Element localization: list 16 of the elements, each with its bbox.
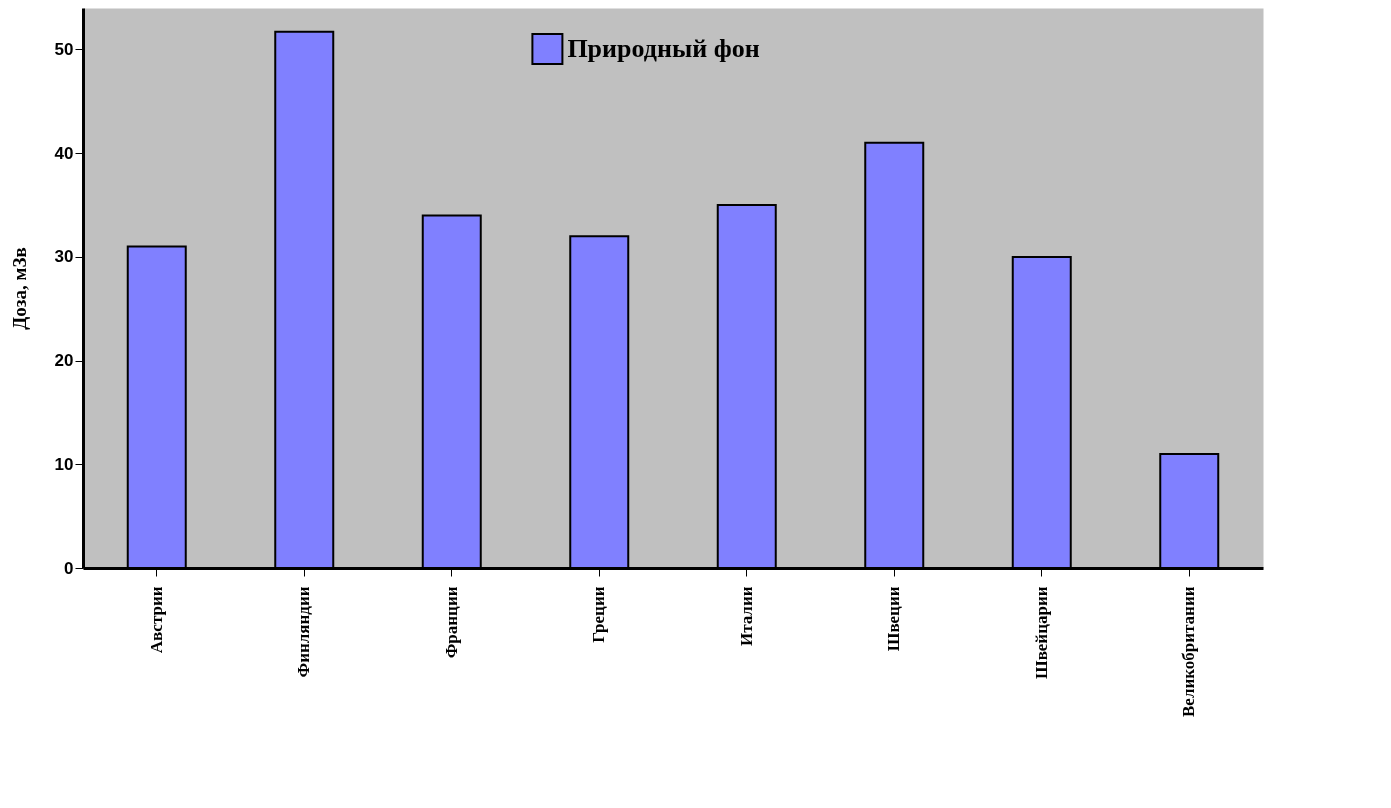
y-tick-label: 40 [54, 143, 74, 163]
x-tick-label: Швейцарии [1031, 586, 1051, 680]
x-tick-label: Франции [441, 586, 461, 659]
legend-label: Природный фон [567, 34, 760, 63]
x-tick-label: Греции [589, 586, 609, 643]
x-tick-label: Великобритании [1179, 586, 1199, 717]
y-tick-label: 20 [54, 351, 74, 371]
x-tick-label: Финляндии [294, 586, 314, 678]
y-tick-label: 10 [54, 454, 74, 474]
y-tick-label: 0 [64, 558, 74, 578]
x-tick-label: Швеции [884, 586, 904, 652]
y-tick-label: 30 [54, 247, 74, 267]
x-tick-label: Австрии [146, 586, 166, 654]
x-tick-label: Италии [736, 586, 756, 647]
y-axis-title: Доза, мЗв [8, 247, 30, 330]
y-tick-label: 50 [54, 39, 74, 59]
